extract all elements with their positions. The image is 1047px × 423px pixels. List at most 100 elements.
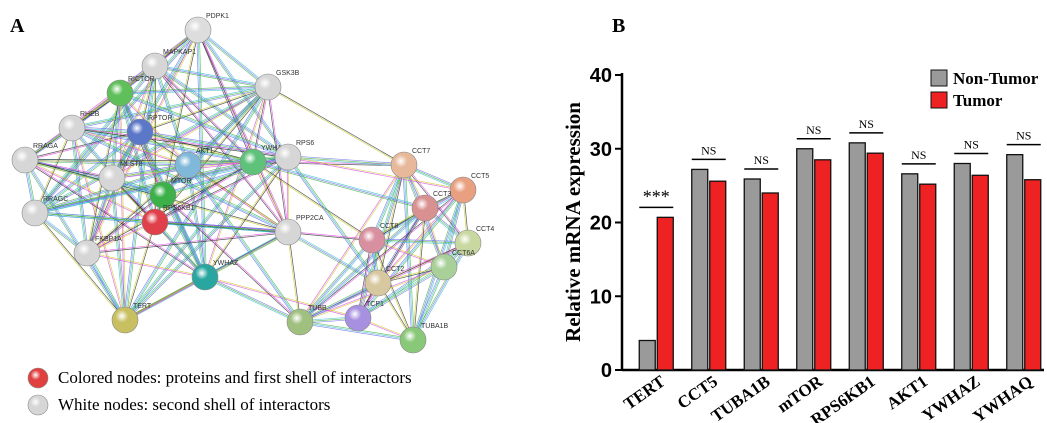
bar bbox=[972, 175, 988, 370]
node-label: MAPKAP1 bbox=[163, 49, 196, 56]
y-tick-label: 20 bbox=[590, 213, 612, 235]
node-label: MTOR bbox=[171, 178, 191, 185]
bar bbox=[657, 217, 673, 370]
node bbox=[107, 80, 133, 106]
node-label: RRAGA bbox=[33, 143, 58, 150]
node bbox=[359, 227, 385, 253]
node-label: RPS6 bbox=[296, 140, 314, 147]
bar bbox=[1025, 180, 1041, 370]
y-axis-label: Relative mRNA expression bbox=[561, 102, 585, 342]
node bbox=[112, 307, 138, 333]
node-label: CCT5 bbox=[471, 173, 489, 180]
node bbox=[192, 264, 218, 290]
bar bbox=[744, 179, 760, 370]
significance-label: NS bbox=[859, 117, 874, 131]
bar bbox=[920, 184, 936, 370]
node-label: RPS6KB1 bbox=[163, 205, 195, 212]
node-label: RPTOR bbox=[148, 115, 172, 122]
y-tick-label: 10 bbox=[590, 286, 612, 308]
edge bbox=[73, 128, 88, 253]
panel-label: B bbox=[612, 15, 625, 37]
node bbox=[275, 144, 301, 170]
node bbox=[142, 209, 168, 235]
significance-label: NS bbox=[911, 148, 926, 162]
bar bbox=[639, 341, 655, 371]
significance-label: NS bbox=[806, 123, 821, 137]
bar bbox=[762, 193, 778, 370]
edge bbox=[253, 163, 372, 241]
node bbox=[412, 195, 438, 221]
node bbox=[275, 219, 301, 245]
significance-label: NS bbox=[1016, 129, 1031, 143]
x-tick-label: YWHAQ bbox=[969, 372, 1036, 423]
y-tick-label: 40 bbox=[590, 65, 612, 87]
node bbox=[345, 305, 371, 331]
node bbox=[127, 119, 153, 145]
bar bbox=[902, 174, 918, 370]
significance-label: NS bbox=[754, 153, 769, 167]
legend-swatch bbox=[28, 368, 48, 388]
node-label: TCP1 bbox=[366, 301, 384, 308]
node-label: CCT6A bbox=[452, 250, 475, 257]
significance-label: *** bbox=[643, 186, 670, 206]
y-tick-label: 30 bbox=[590, 139, 612, 161]
y-tick-label: 0 bbox=[601, 360, 612, 382]
legend-swatch bbox=[28, 395, 48, 415]
node bbox=[175, 152, 201, 178]
bar bbox=[815, 160, 831, 370]
node-label: TUBA1B bbox=[421, 323, 449, 330]
node bbox=[255, 74, 281, 100]
edge bbox=[288, 158, 463, 191]
node-label: MLST8 bbox=[120, 161, 143, 168]
node bbox=[400, 327, 426, 353]
node-label: TERT bbox=[133, 303, 152, 310]
node bbox=[240, 149, 266, 175]
bar bbox=[797, 149, 813, 370]
node bbox=[391, 152, 417, 178]
edge bbox=[35, 213, 125, 320]
network-edges bbox=[24, 29, 469, 341]
node bbox=[185, 17, 211, 43]
node bbox=[365, 270, 391, 296]
node bbox=[99, 165, 125, 191]
node-label: CCT3 bbox=[433, 191, 451, 198]
node bbox=[287, 309, 313, 335]
bar bbox=[954, 164, 970, 371]
bar bbox=[867, 153, 883, 370]
edge bbox=[163, 195, 300, 322]
bar bbox=[1007, 155, 1023, 370]
node-label: RHEB bbox=[80, 111, 100, 118]
edge bbox=[197, 31, 267, 88]
node bbox=[431, 254, 457, 280]
node-label: CCT7 bbox=[412, 148, 430, 155]
x-tick-label: TUBA1B bbox=[708, 372, 774, 423]
bar bbox=[710, 181, 726, 370]
legend-label: Colored nodes: proteins and first shell … bbox=[58, 368, 412, 387]
edge bbox=[198, 30, 268, 87]
legend-label: White nodes: second shell of interactors bbox=[58, 395, 330, 414]
node bbox=[22, 200, 48, 226]
node-label: PDPK1 bbox=[206, 13, 229, 20]
node-label: FKBP1A bbox=[95, 236, 122, 243]
legend-label: Non-Tumor bbox=[953, 69, 1039, 88]
node-label: CCT4 bbox=[476, 226, 494, 233]
node-label: CCT2 bbox=[386, 266, 404, 273]
panel-label: A bbox=[10, 15, 25, 37]
bar bbox=[692, 169, 708, 370]
legend-label: Tumor bbox=[953, 91, 1003, 110]
legend-swatch bbox=[931, 92, 947, 108]
node-label: TUBB bbox=[308, 305, 327, 312]
node bbox=[12, 147, 38, 173]
legend-swatch bbox=[931, 70, 947, 86]
x-tick-label: TERT bbox=[620, 371, 669, 413]
figure: A B PDPK1MAPKAP1GSK3BRICTORRPTORRHEBRRAG… bbox=[0, 0, 1047, 423]
node bbox=[59, 115, 85, 141]
node-label: PPP2CA bbox=[296, 215, 324, 222]
bar bbox=[849, 143, 865, 370]
node bbox=[450, 177, 476, 203]
significance-label: NS bbox=[964, 138, 979, 152]
node-label: GSK3B bbox=[276, 70, 300, 77]
node-label: YWHAZ bbox=[213, 260, 239, 267]
significance-label: NS bbox=[701, 143, 716, 157]
node bbox=[74, 240, 100, 266]
